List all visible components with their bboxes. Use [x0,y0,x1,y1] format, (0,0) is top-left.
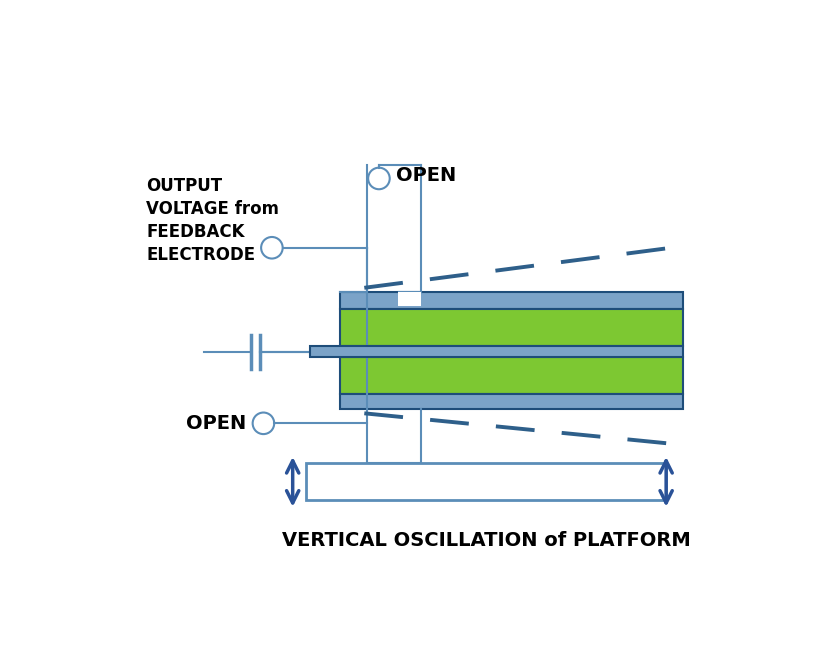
Bar [306,464,666,500]
Bar [340,357,683,394]
Bar [398,293,421,306]
Text: VERTICAL OSCILLATION of PLATFORM: VERTICAL OSCILLATION of PLATFORM [282,531,690,550]
Bar [340,394,683,409]
Bar [310,346,683,357]
Text: OUTPUT
VOLTAGE from
FEEDBACK
ELECTRODE: OUTPUT VOLTAGE from FEEDBACK ELECTRODE [146,177,279,264]
Text: OPEN: OPEN [186,414,246,433]
Bar [340,293,683,310]
Bar [340,310,683,346]
Text: OPEN: OPEN [396,166,456,185]
